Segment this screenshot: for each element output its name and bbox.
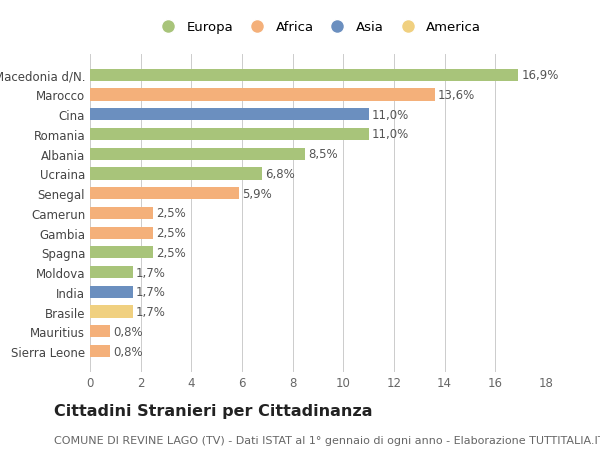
Bar [90,148,305,161]
Text: 16,9%: 16,9% [521,69,559,82]
Text: 0,8%: 0,8% [113,345,143,358]
Text: 5,9%: 5,9% [242,187,272,200]
Text: 11,0%: 11,0% [372,108,409,122]
Text: 1,7%: 1,7% [136,305,166,319]
Bar [90,247,154,259]
Text: 2,5%: 2,5% [157,207,186,220]
Text: 2,5%: 2,5% [157,246,186,259]
Bar [90,286,133,298]
Text: 13,6%: 13,6% [437,89,475,102]
Bar [90,109,368,121]
Text: 8,5%: 8,5% [308,148,338,161]
Bar [90,129,368,141]
Bar [90,345,110,358]
Bar [90,188,239,200]
Text: 1,7%: 1,7% [136,266,166,279]
Bar [90,325,110,338]
Text: 2,5%: 2,5% [157,227,186,240]
Bar [90,227,154,239]
Text: COMUNE DI REVINE LAGO (TV) - Dati ISTAT al 1° gennaio di ogni anno - Elaborazion: COMUNE DI REVINE LAGO (TV) - Dati ISTAT … [54,435,600,445]
Bar [90,266,133,279]
Text: 1,7%: 1,7% [136,285,166,299]
Bar [90,168,262,180]
Bar [90,89,434,101]
Bar [90,69,518,82]
Text: 6,8%: 6,8% [265,168,295,180]
Bar [90,207,154,219]
Text: 11,0%: 11,0% [372,128,409,141]
Text: 0,8%: 0,8% [113,325,143,338]
Legend: Europa, Africa, Asia, America: Europa, Africa, Asia, America [151,17,485,38]
Bar [90,306,133,318]
Text: Cittadini Stranieri per Cittadinanza: Cittadini Stranieri per Cittadinanza [54,403,373,419]
